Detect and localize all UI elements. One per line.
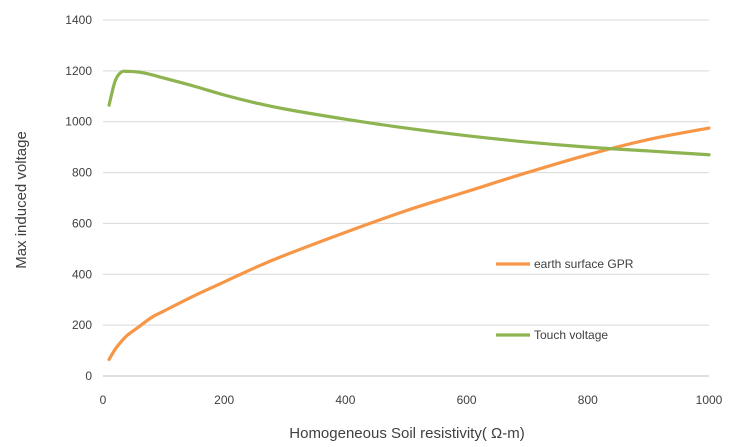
y-tick-label: 600: [72, 216, 92, 230]
y-tick-label: 400: [72, 267, 92, 281]
legend: earth surface GPR Touch voltage: [496, 257, 634, 342]
y-tick-label: 200: [72, 318, 92, 332]
y-tick-label: 1000: [65, 115, 92, 129]
legend-label: earth surface GPR: [534, 257, 634, 271]
y-tick-label: 1400: [65, 13, 92, 27]
tick-labels: 0 200 400 600 800 1000 1200 1400 0 200 400 600 800 10…: [65, 13, 722, 407]
x-tick-label: 600: [457, 393, 477, 407]
legend-label: Touch voltage: [534, 328, 608, 342]
y-tick-label: 1200: [65, 64, 92, 78]
x-tick-label: 200: [214, 393, 234, 407]
x-tick-label: 400: [335, 393, 355, 407]
x-tick-label: 1000: [696, 393, 723, 407]
y-tick-label: 0: [85, 369, 92, 383]
series-line-earth-surface-gpr: [107, 126, 711, 362]
y-tick-label: 800: [72, 166, 92, 180]
x-axis-title: Homogeneous Soil resistivity( Ω-m): [289, 425, 524, 442]
x-tick-label: 0: [100, 393, 107, 407]
x-tick-label: 800: [578, 393, 598, 407]
series-lines: [107, 69, 711, 362]
y-axis-title: Max induced voltage: [13, 131, 30, 269]
series-line-touch-voltage: [107, 69, 711, 157]
gridlines: [103, 19, 709, 377]
